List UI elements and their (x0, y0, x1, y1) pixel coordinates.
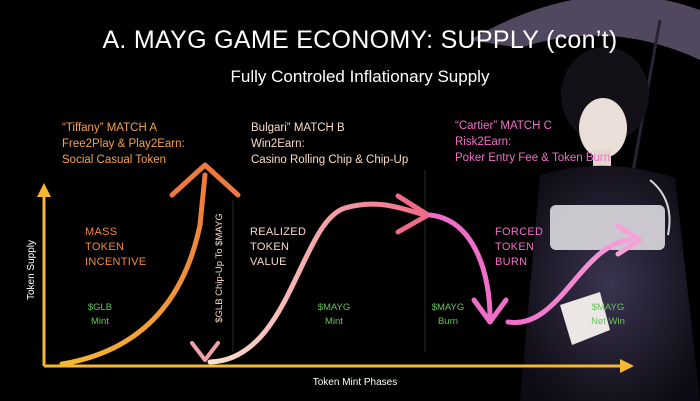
match-a-line-2: Free2Play & Play2Earn: (62, 138, 185, 150)
svg-text:$MAYG: $MAYG (592, 302, 625, 313)
curve-c-up-arrowhead (615, 223, 643, 257)
figure-card (560, 292, 610, 345)
curve-match-c (427, 212, 643, 325)
svg-text:VALUE: VALUE (250, 256, 287, 268)
match-a-caption: “Tiffany” MATCH A Free2Play & Play2Earn:… (62, 122, 185, 166)
tag-mayg-burn: $MAYG Burn (432, 302, 465, 327)
x-axis-arrowhead (620, 359, 634, 373)
svg-text:Burn: Burn (438, 316, 458, 327)
svg-text:TOKEN: TOKEN (85, 241, 124, 253)
match-a-line-3: Social Casual Token (62, 154, 166, 166)
svg-text:TOKEN: TOKEN (250, 241, 289, 253)
curve-match-a (59, 162, 241, 367)
svg-text:$MAYG: $MAYG (432, 302, 465, 313)
match-c-line-2: Risk2Earn: (455, 136, 511, 148)
page-subtitle: Fully Controled Inflationary Supply (231, 67, 490, 86)
umbrella-canopy (470, 0, 700, 60)
figure-face (579, 98, 627, 158)
match-b-line-2: Win2Earn: (251, 138, 305, 150)
svg-text:BURN: BURN (495, 256, 527, 268)
figure-obi (550, 205, 665, 250)
svg-text:MASS: MASS (85, 226, 117, 238)
match-b-line-3: Casino Rolling Chip & Chip-Up (251, 154, 408, 166)
phase-label-mass: MASS TOKEN INCENTIVE (85, 226, 146, 268)
svg-text:FORCED: FORCED (495, 226, 543, 238)
axes: Token Supply Token Mint Phases (26, 183, 634, 388)
tag-glb-mint: $GLB Mint (88, 302, 112, 327)
match-b-caption: Bulgari” MATCH B Win2Earn: Casino Rollin… (251, 122, 408, 166)
match-b-line-1: Bulgari” MATCH B (251, 122, 345, 134)
svg-text:$GLB: $GLB (88, 302, 112, 313)
tag-mayg-mint: $MAYG Mint (318, 302, 351, 327)
svg-text:REALIZED: REALIZED (250, 226, 306, 238)
figure-illustration (470, 0, 700, 401)
chip-up-label: $GLB Chip-Up To $MAYG (214, 213, 225, 322)
svg-text:Mint: Mint (91, 316, 109, 327)
tag-mayg-net-win: $MAYG Net Win (591, 302, 625, 327)
match-c-line-3: Poker Entry Fee & Token Burn (455, 152, 610, 164)
svg-text:Net Win: Net Win (591, 316, 625, 327)
match-c-caption: “Cartier” MATCH C Risk2Earn: Poker Entry… (455, 120, 610, 164)
curve-a-peak (169, 162, 241, 198)
chip-up-arrow: $GLB Chip-Up To $MAYG (190, 172, 225, 362)
curve-match-b (207, 193, 431, 365)
curve-c-down-arrowhead (471, 297, 509, 325)
svg-text:TOKEN: TOKEN (495, 241, 534, 253)
phase-label-realized: REALIZED TOKEN VALUE (250, 226, 306, 268)
y-axis-label: Token Supply (26, 240, 37, 300)
svg-text:Mint: Mint (325, 316, 343, 327)
figure-blossom (649, 179, 671, 236)
svg-text:$MAYG: $MAYG (318, 302, 351, 313)
match-a-line-1: “Tiffany” MATCH A (62, 122, 157, 134)
phase-label-forced: FORCED TOKEN BURN (495, 226, 543, 268)
x-axis-label: Token Mint Phases (313, 377, 398, 388)
y-axis-arrowhead (37, 183, 51, 197)
svg-text:INCENTIVE: INCENTIVE (85, 256, 146, 268)
match-c-line-1: “Cartier” MATCH C (455, 120, 552, 132)
page-title: A. MAYG GAME ECONOMY: SUPPLY (con’t) (102, 26, 617, 54)
